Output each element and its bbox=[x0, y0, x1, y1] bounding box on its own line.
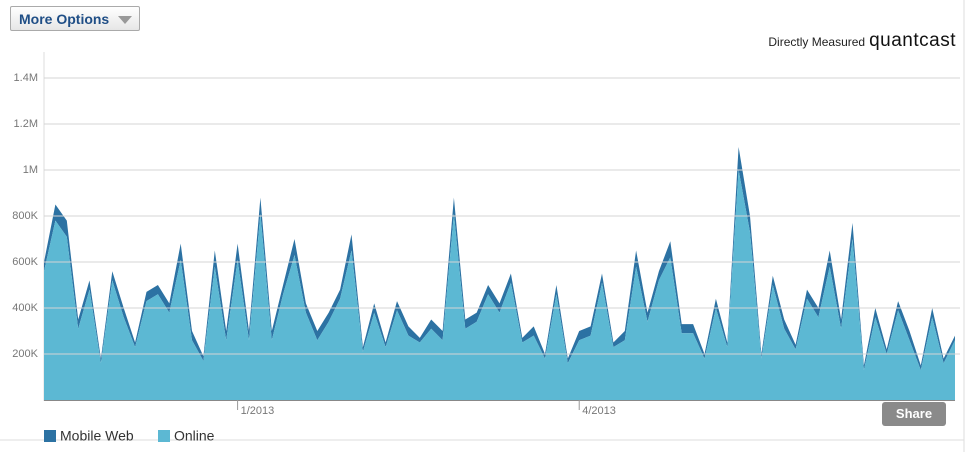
x-tick-label: 4/2013 bbox=[582, 405, 616, 417]
legend-label: Mobile Web bbox=[60, 428, 134, 444]
legend-swatch bbox=[44, 430, 56, 442]
button-label: More Options bbox=[19, 11, 110, 27]
y-tick-label: 1.4M bbox=[14, 72, 38, 84]
plot-area bbox=[44, 147, 955, 400]
legend-label: Online bbox=[174, 428, 215, 444]
y-tick-label: 600K bbox=[12, 256, 38, 268]
legend-swatch bbox=[158, 430, 170, 442]
more-options-button[interactable]: More Options bbox=[10, 6, 140, 31]
x-tick-label: 1/2013 bbox=[241, 405, 275, 417]
dropdown-arrow bbox=[118, 16, 132, 24]
attribution: Directly Measured quantcast bbox=[768, 30, 956, 52]
y-tick-label: 1.2M bbox=[14, 118, 38, 130]
y-tick-label: 400K bbox=[12, 302, 38, 314]
y-tick-label: 1M bbox=[23, 164, 38, 176]
brand-logo: quantcast bbox=[869, 30, 956, 51]
y-tick-label: 800K bbox=[12, 210, 38, 222]
area bbox=[44, 170, 955, 400]
share-button[interactable]: Share bbox=[882, 402, 946, 426]
y-tick-label: 200K bbox=[12, 348, 38, 360]
attribution-text: Directly Measured bbox=[768, 35, 866, 49]
